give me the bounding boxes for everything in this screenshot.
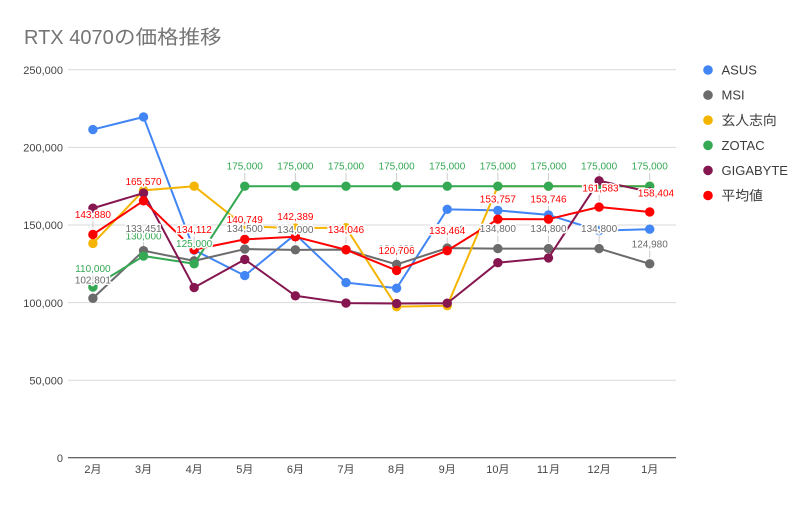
- svg-text:3: 3: [135, 464, 141, 476]
- svg-text:124,980: 124,980: [632, 239, 669, 250]
- svg-text:175,000: 175,000: [277, 162, 314, 173]
- svg-text:GIGABYTE: GIGABYTE: [722, 163, 789, 178]
- svg-text:142,389: 142,389: [277, 212, 314, 223]
- svg-text:134,500: 134,500: [227, 224, 264, 235]
- svg-text:102,801: 102,801: [75, 275, 112, 286]
- svg-text:175,000: 175,000: [429, 162, 466, 173]
- svg-text:175,000: 175,000: [530, 162, 567, 173]
- svg-text:133,451: 133,451: [125, 224, 162, 235]
- svg-text:153,746: 153,746: [530, 195, 567, 206]
- svg-text:5: 5: [236, 464, 242, 476]
- svg-text:175,000: 175,000: [632, 162, 669, 173]
- svg-text:250,000: 250,000: [23, 65, 63, 77]
- svg-text:12: 12: [587, 464, 599, 476]
- svg-text:2: 2: [84, 464, 90, 476]
- svg-text:9: 9: [439, 464, 445, 476]
- svg-text:125,000: 125,000: [176, 239, 213, 250]
- svg-text:165,570: 165,570: [125, 177, 162, 188]
- svg-text:MSI: MSI: [722, 88, 745, 103]
- svg-text:158,404: 158,404: [638, 189, 675, 200]
- svg-text:143,880: 143,880: [75, 210, 112, 221]
- svg-text:150,000: 150,000: [23, 220, 63, 232]
- svg-text:175,000: 175,000: [581, 162, 618, 173]
- svg-text:50,000: 50,000: [29, 375, 63, 387]
- svg-text:134,800: 134,800: [581, 224, 618, 235]
- svg-text:7: 7: [337, 464, 343, 476]
- svg-text:ASUS: ASUS: [722, 63, 758, 78]
- svg-text:RTX 4070: RTX 4070: [24, 27, 114, 49]
- svg-text:133,464: 133,464: [429, 226, 466, 237]
- svg-text:0: 0: [57, 453, 63, 465]
- svg-text:11: 11: [537, 464, 548, 476]
- svg-text:134,046: 134,046: [328, 225, 365, 236]
- svg-text:110,000: 110,000: [75, 264, 111, 275]
- svg-text:100,000: 100,000: [23, 298, 63, 310]
- svg-text:120,706: 120,706: [379, 246, 416, 257]
- svg-text:134,800: 134,800: [480, 224, 517, 235]
- svg-text:200,000: 200,000: [23, 143, 63, 155]
- svg-text:161,583: 161,583: [582, 183, 619, 194]
- svg-text:ZOTAC: ZOTAC: [722, 138, 765, 153]
- svg-text:124,839: 124,839: [379, 244, 416, 255]
- svg-text:175,000: 175,000: [227, 162, 264, 173]
- svg-text:130,000: 130,000: [125, 232, 162, 243]
- svg-text:6: 6: [287, 464, 293, 476]
- svg-text:175,000: 175,000: [480, 162, 517, 173]
- svg-text:8: 8: [388, 464, 394, 476]
- svg-text:4: 4: [186, 464, 192, 476]
- svg-text:134,800: 134,800: [530, 224, 567, 235]
- svg-text:10: 10: [486, 464, 498, 476]
- svg-text:1: 1: [641, 464, 647, 476]
- svg-text:135,118: 135,118: [430, 225, 466, 236]
- svg-text:175,000: 175,000: [379, 162, 416, 173]
- svg-text:134,000: 134,000: [277, 225, 314, 236]
- svg-text:153,757: 153,757: [480, 195, 517, 206]
- svg-text:134,112: 134,112: [176, 225, 212, 236]
- svg-text:140,749: 140,749: [227, 215, 264, 226]
- svg-text:175,000: 175,000: [328, 162, 365, 173]
